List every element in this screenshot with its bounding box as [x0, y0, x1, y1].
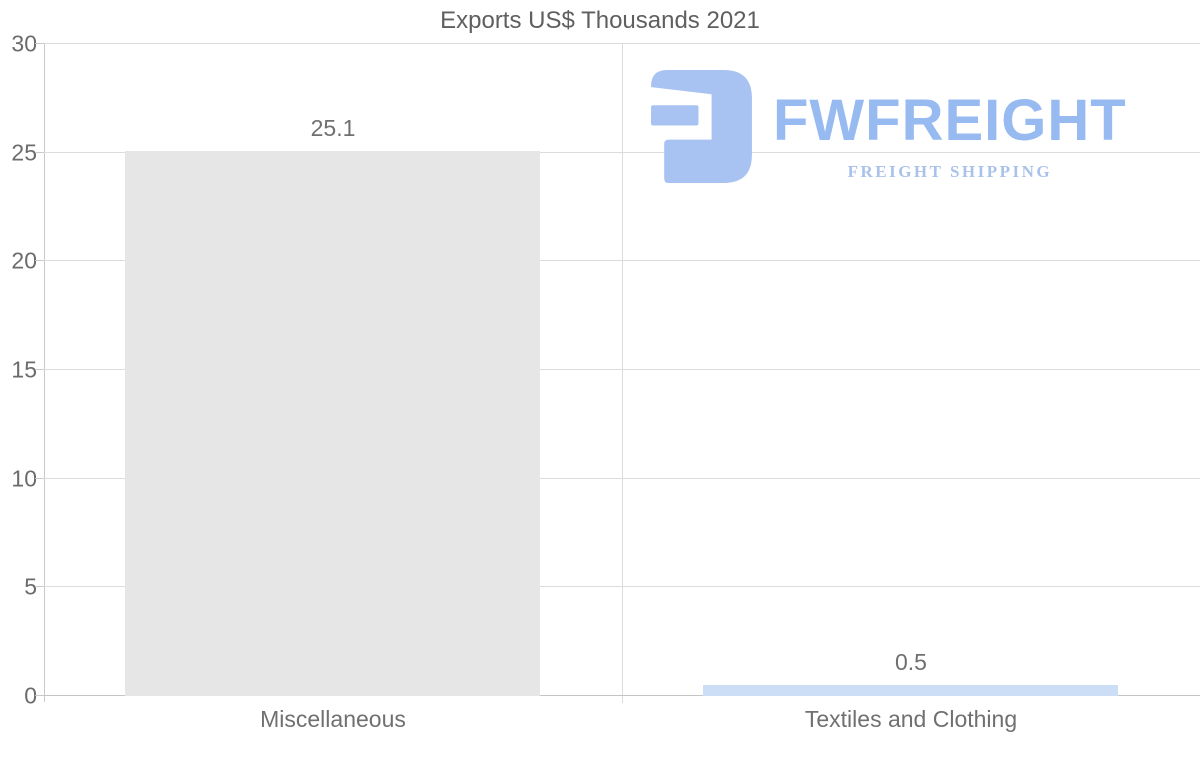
x-axis-label-textiles-and-clothing: Textiles and Clothing	[804, 706, 1018, 732]
bar-miscellaneous[interactable]	[125, 150, 541, 696]
y-axis-tick-label-25: 25	[11, 139, 37, 166]
gridline-25	[44, 151, 1200, 153]
bar-group-miscellaneous: 25.1	[44, 44, 622, 696]
y-axis-tick-label-15: 15	[11, 356, 37, 383]
y-axis-tick-label-0: 0	[24, 682, 37, 709]
y-axis-line	[44, 44, 45, 702]
brand-tagline: FREIGHT SHIPPING	[847, 162, 1053, 181]
gridline-10	[44, 477, 1200, 479]
y-axis-tick-mark	[35, 586, 44, 588]
y-axis-tick-label-20: 20	[11, 247, 37, 274]
x-axis-label-miscellaneous: Miscellaneous	[260, 706, 406, 732]
y-axis-tick-mark	[35, 151, 44, 153]
bar-textiles-and-clothing[interactable]	[703, 685, 1119, 696]
y-axis-tick-mark	[35, 369, 44, 370]
y-axis-tick-label-30: 30	[11, 30, 37, 57]
brand-wordmark: FWFREIGHT	[773, 88, 1127, 153]
chart-title: Exports US$ Thousands 2021	[440, 7, 760, 34]
y-axis-tick-label-5: 5	[24, 573, 37, 600]
watermark-text: FWFREIGHT FREIGHT SHIPPING	[773, 92, 1127, 182]
bar-value-label-miscellaneous: 25.1	[310, 114, 356, 141]
gridline-20	[44, 260, 1200, 262]
plot-area: 25.1 0.5	[35, 43, 1200, 703]
gridline-15	[44, 369, 1200, 370]
gridline-30	[44, 43, 1200, 44]
y-axis: 0 5 10 15 20 25 30	[0, 32, 37, 707]
bar-value-label-textiles-and-clothing: 0.5	[895, 649, 927, 676]
y-axis-tick-mark	[35, 477, 44, 479]
y-axis-tick-mark	[35, 260, 44, 262]
y-axis-tick-mark	[35, 695, 44, 696]
watermark-logo: FWFREIGHT FREIGHT SHIPPING	[651, 70, 1127, 184]
y-axis-tick-mark	[35, 43, 44, 44]
gridline-0	[44, 695, 1200, 696]
x-axis-labels: Miscellaneous Textiles and Clothing	[44, 706, 1200, 733]
category-divider-line	[622, 44, 623, 703]
gridline-5	[44, 586, 1200, 588]
y-axis-tick-label-10: 10	[11, 465, 37, 492]
fwfreight-logo-icon	[651, 70, 752, 183]
bar-group-textiles-and-clothing: 0.5	[622, 44, 1200, 696]
